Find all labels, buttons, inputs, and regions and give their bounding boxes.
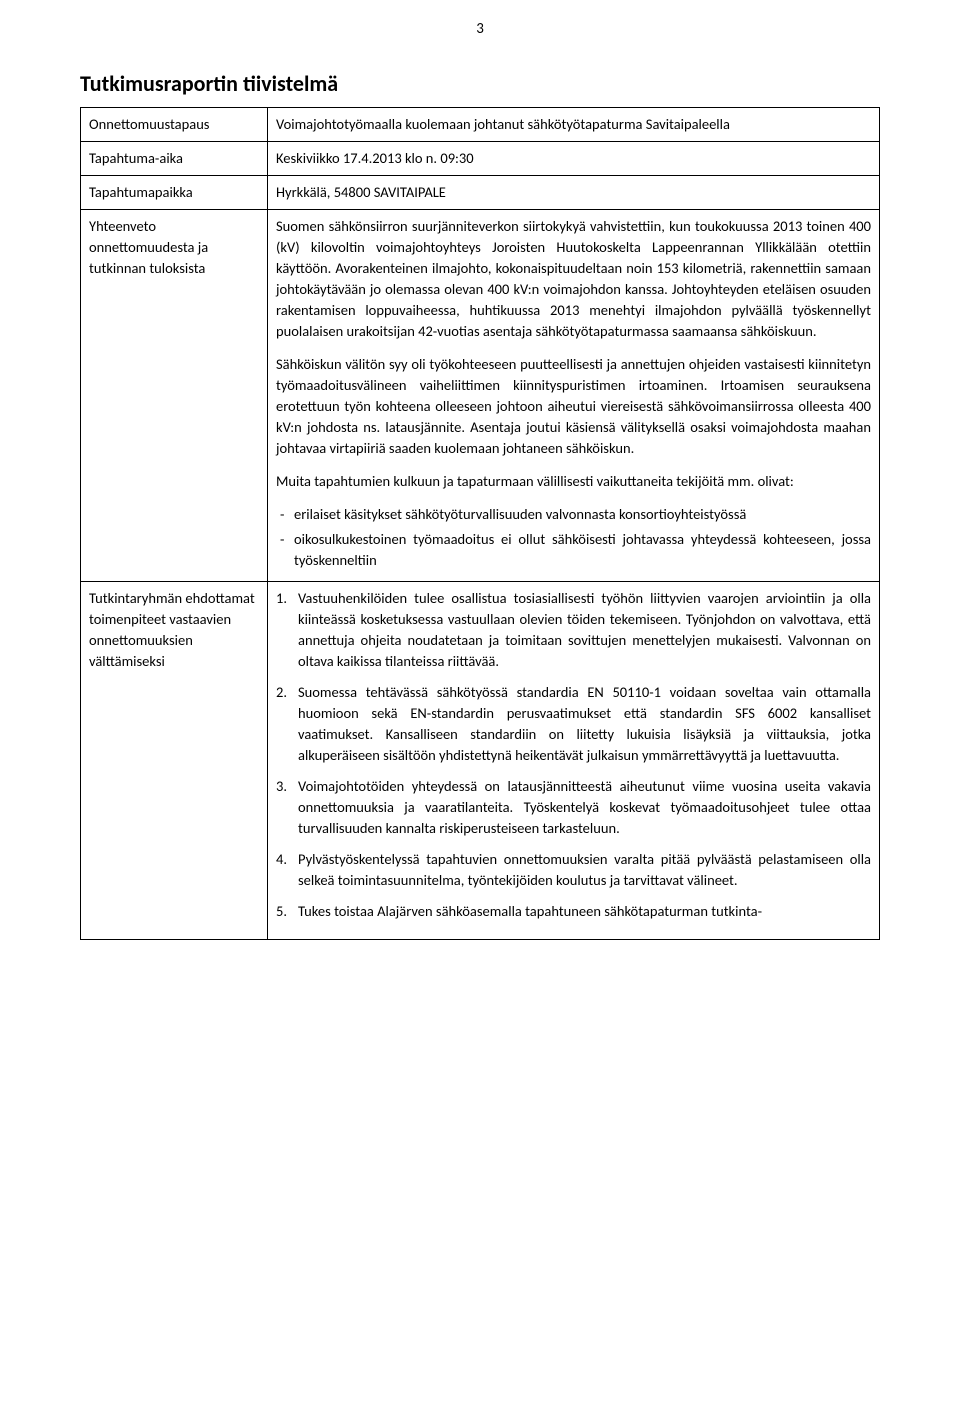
cell-value-onnettomuustapaus: Voimajohtotyömaalla kuolemaan johtanut s… [268, 108, 880, 142]
paragraph: Suomen sähkönsiirron suurjänniteverkon s… [276, 216, 871, 342]
list-item: oikosulkukestoinen työmaadoitus ei ollut… [276, 529, 871, 571]
numbered-list: Vastuuhenkilöiden tulee osallistua tosia… [276, 588, 871, 922]
cell-label-yhteenveto: Yhteenveto onnettomuudesta ja tutkinnan … [81, 210, 268, 582]
table-row: Yhteenveto onnettomuudesta ja tutkinnan … [81, 210, 880, 582]
paragraph: Sähköiskun välitön syy oli työkohteeseen… [276, 354, 871, 459]
list-item: Pylvästyöskentelyssä tapahtuvien onnetto… [276, 849, 871, 891]
paragraph: Muita tapahtumien kulkuun ja tapaturmaan… [276, 471, 871, 492]
cell-label-tapahtumapaikka: Tapahtumapaikka [81, 176, 268, 210]
list-item: Vastuuhenkilöiden tulee osallistua tosia… [276, 588, 871, 672]
cell-value-toimenpiteet: Vastuuhenkilöiden tulee osallistua tosia… [268, 582, 880, 939]
table-row: Tapahtumapaikka Hyrkkälä, 54800 SAVITAIP… [81, 176, 880, 210]
cell-value-yhteenveto: Suomen sähkönsiirron suurjänniteverkon s… [268, 210, 880, 582]
table-row: Tutkintaryhmän ehdottamat toimenpiteet v… [81, 582, 880, 939]
list-item: Voimajohtotöiden yhteydessä on latausjän… [276, 776, 871, 839]
cell-label-tapahtuma-aika: Tapahtuma-aika [81, 142, 268, 176]
cell-value-tapahtumapaikka: Hyrkkälä, 54800 SAVITAIPALE [268, 176, 880, 210]
document-title: Tutkimusraportin tiivistelmä [80, 70, 880, 97]
list-item: Suomessa tehtävässä sähkötyössä standard… [276, 682, 871, 766]
cell-value-tapahtuma-aika: Keskiviikko 17.4.2013 klo n. 09:30 [268, 142, 880, 176]
cell-label-onnettomuustapaus: Onnettomuustapaus [81, 108, 268, 142]
page-number: 3 [476, 20, 484, 38]
table-row: Onnettomuustapaus Voimajohtotyömaalla ku… [81, 108, 880, 142]
summary-table: Onnettomuustapaus Voimajohtotyömaalla ku… [80, 107, 880, 940]
page: 3 Tutkimusraportin tiivistelmä Onnettomu… [0, 0, 960, 1416]
table-row: Tapahtuma-aika Keskiviikko 17.4.2013 klo… [81, 142, 880, 176]
list-item: Tukes toistaa Alajärven sähköasemalla ta… [276, 901, 871, 922]
list-item: erilaiset käsitykset sähkötyöturvallisuu… [276, 504, 871, 525]
bullet-list: erilaiset käsitykset sähkötyöturvallisuu… [276, 504, 871, 571]
cell-label-toimenpiteet: Tutkintaryhmän ehdottamat toimenpiteet v… [81, 582, 268, 939]
